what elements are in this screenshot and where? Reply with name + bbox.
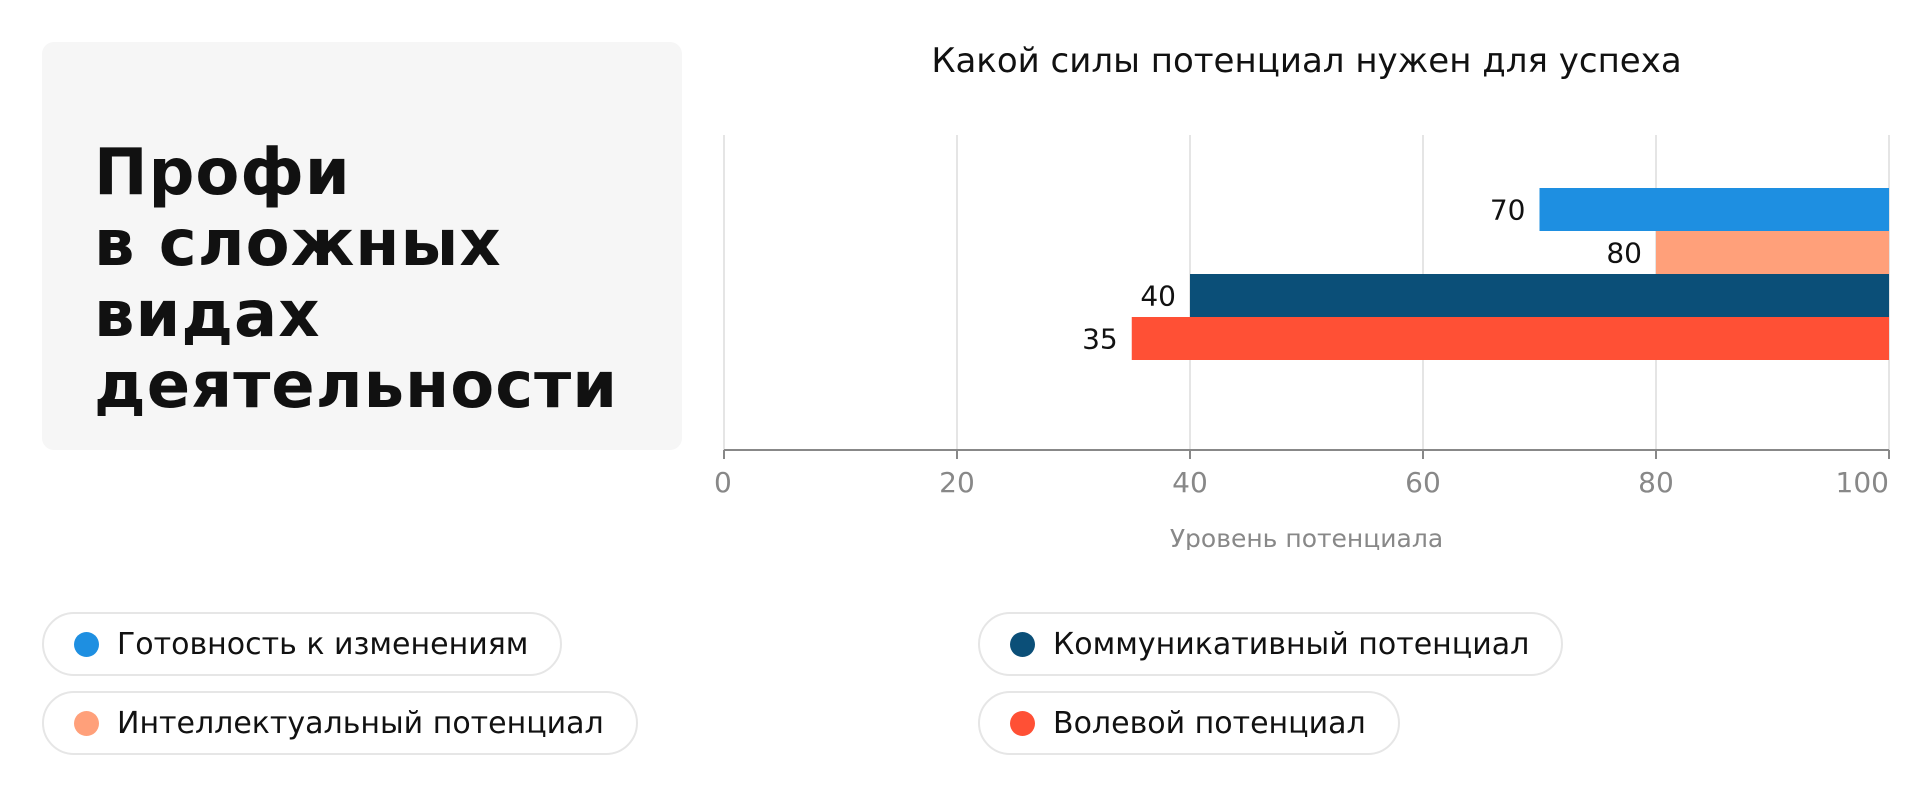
- legend-dot-icon: [74, 631, 99, 657]
- x-tick-label-40: 40: [1172, 466, 1208, 499]
- bar-2: [1656, 231, 1889, 274]
- heading-line-4: деятельности: [94, 349, 619, 423]
- legend-item-2: Интеллектуальный потенциал: [42, 691, 638, 755]
- x-tick-label-100: 100: [1836, 466, 1889, 499]
- x-tick-label-20: 20: [939, 466, 975, 499]
- x-tick-label-0: 0: [714, 466, 732, 499]
- legend-label: Готовность к изменениям: [117, 626, 529, 662]
- chart-title: Какой силы потенциал нужен для успеха: [931, 41, 1681, 81]
- legend-dot-icon: [74, 710, 99, 736]
- title-card: Профи в сложных видах деятельности: [42, 42, 682, 450]
- bar-4: [1131, 317, 1889, 360]
- data-label-1: 70: [1490, 194, 1526, 227]
- data-label-2: 80: [1606, 237, 1642, 270]
- legend-label: Коммуникативный потенциал: [1053, 626, 1530, 662]
- heading-line-2: в сложных: [94, 207, 502, 281]
- bar-chart: Какой силы потенциал нужен для успеха 70 8…: [714, 41, 1890, 550]
- legend-item-3: Коммуникативный потенциал: [978, 612, 1564, 676]
- heading-line-3: видах: [94, 278, 321, 352]
- x-axis-label: Уровень потенциала: [1170, 524, 1443, 550]
- x-tick-label-60: 60: [1405, 466, 1441, 499]
- legend-item-1: Готовность к изменениям: [42, 612, 563, 676]
- bar-3: [1190, 274, 1889, 317]
- legend-item-4: Волевой потенциал: [978, 691, 1400, 755]
- legend-label: Волевой потенциал: [1053, 705, 1366, 741]
- legend-dot-icon: [1010, 631, 1035, 657]
- legend-label: Интеллектуальный потенциал: [117, 705, 604, 741]
- heading-line-1: Профи: [94, 136, 351, 210]
- data-label-3: 40: [1140, 280, 1176, 313]
- x-tick-label-80: 80: [1638, 466, 1674, 499]
- bar-1: [1539, 188, 1889, 231]
- legend-dot-icon: [1010, 710, 1035, 736]
- data-label-4: 35: [1082, 323, 1118, 356]
